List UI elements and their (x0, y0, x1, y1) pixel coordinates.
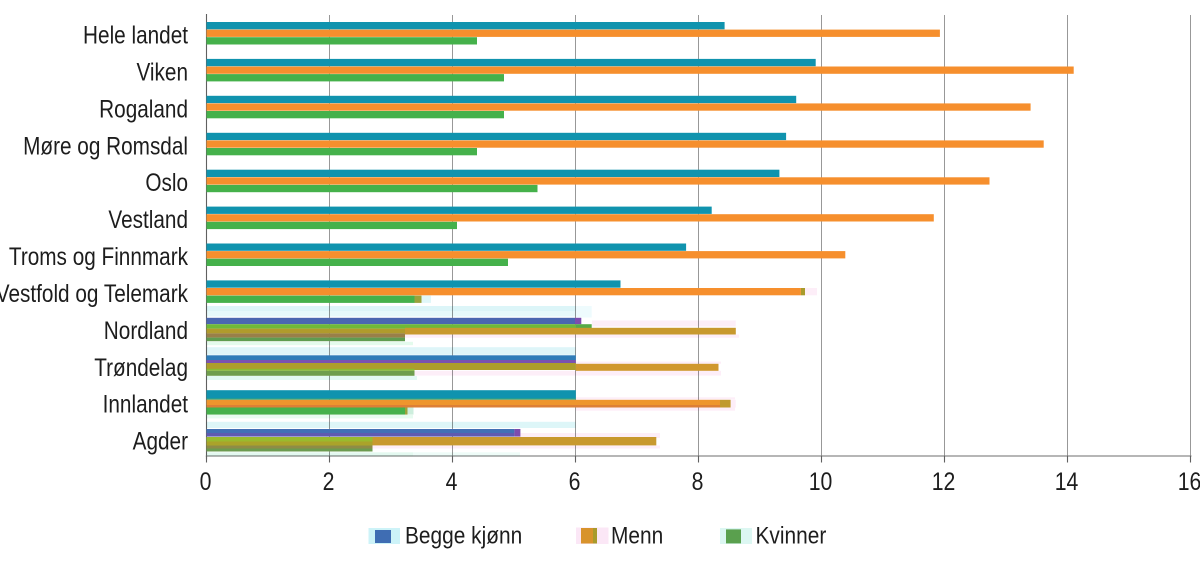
svg-text:Menn: Menn (611, 522, 663, 549)
svg-text:4: 4 (446, 467, 458, 495)
svg-text:Møre og Romsdal: Møre og Romsdal (23, 131, 188, 159)
svg-text:8: 8 (692, 467, 704, 495)
svg-text:0: 0 (200, 467, 212, 495)
svg-text:Rogaland: Rogaland (99, 94, 188, 122)
svg-text:14: 14 (1055, 467, 1079, 495)
svg-text:12: 12 (932, 467, 956, 495)
svg-text:Nordland: Nordland (104, 316, 188, 344)
svg-text:2: 2 (323, 467, 335, 495)
svg-text:Oslo: Oslo (145, 168, 188, 196)
svg-text:Innlandet: Innlandet (103, 390, 189, 418)
svg-text:Vestfold og Telemark: Vestfold og Telemark (0, 279, 188, 307)
svg-text:Begge kjønn: Begge kjønn (405, 522, 522, 549)
svg-text:Agder: Agder (133, 427, 189, 455)
svg-text:Viken: Viken (136, 58, 188, 86)
svg-text:Kvinner: Kvinner (756, 522, 827, 549)
svg-text:Trøndelag: Trøndelag (94, 353, 188, 381)
svg-text:16: 16 (1178, 467, 1200, 495)
svg-text:6: 6 (569, 467, 581, 495)
svg-text:Hele landet: Hele landet (83, 21, 189, 49)
svg-text:10: 10 (809, 467, 833, 495)
svg-text:Troms og Finnmark: Troms og Finnmark (9, 242, 189, 270)
svg-text:Vestland: Vestland (108, 205, 188, 233)
